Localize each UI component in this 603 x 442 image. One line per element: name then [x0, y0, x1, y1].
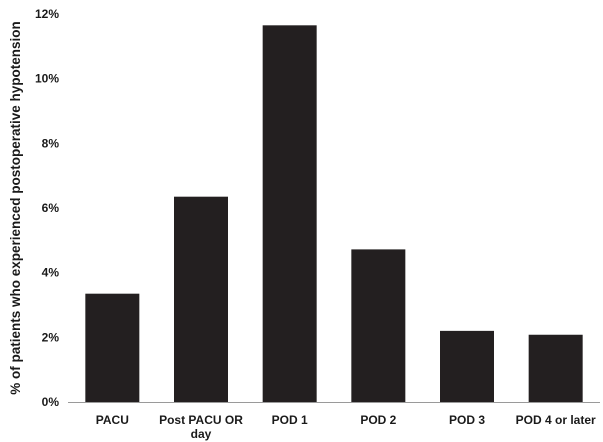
x-tick-label-line: day	[191, 427, 212, 441]
x-tick-label-line: POD 1	[272, 413, 308, 427]
y-tick-label: 6%	[42, 201, 60, 215]
bar	[174, 196, 228, 402]
x-tick-label: POD 4 or later	[516, 413, 596, 427]
y-tick-label: 0%	[42, 395, 60, 409]
y-tick-label: 10%	[35, 72, 59, 86]
y-tick-label: 2%	[42, 330, 60, 344]
x-tick-label-line: POD 4 or later	[516, 413, 596, 427]
x-tick-label: POD 2	[360, 413, 396, 427]
bar	[528, 334, 583, 402]
y-axis-label: % of patients who experienced postoperat…	[8, 21, 23, 395]
bar	[351, 249, 406, 402]
x-tick-label-line: Post PACU OR	[159, 413, 243, 427]
x-tick-labels: PACU Post PACU OR day POD 1 POD 2 POD 3 POD 4 …	[96, 413, 596, 441]
x-tick-label-line: POD 2	[360, 413, 396, 427]
bar	[85, 293, 140, 402]
y-tick-label: 8%	[42, 136, 60, 150]
x-tick-label-line: POD 3	[449, 413, 485, 427]
bar	[262, 25, 317, 403]
y-tick-label: 4%	[42, 266, 60, 280]
x-tick-label-line: PACU	[96, 413, 129, 427]
x-tick-label: PACU	[96, 413, 129, 427]
x-tick-label: POD 1	[272, 413, 308, 427]
x-tick-label: Post PACU OR day	[159, 413, 243, 441]
bar	[440, 330, 494, 402]
y-tick-label: 12%	[35, 7, 59, 21]
bars	[85, 25, 583, 403]
x-tick-label: POD 3	[449, 413, 485, 427]
y-tick-labels: 0% 2% 4% 6% 8% 10% 12%	[35, 7, 59, 409]
